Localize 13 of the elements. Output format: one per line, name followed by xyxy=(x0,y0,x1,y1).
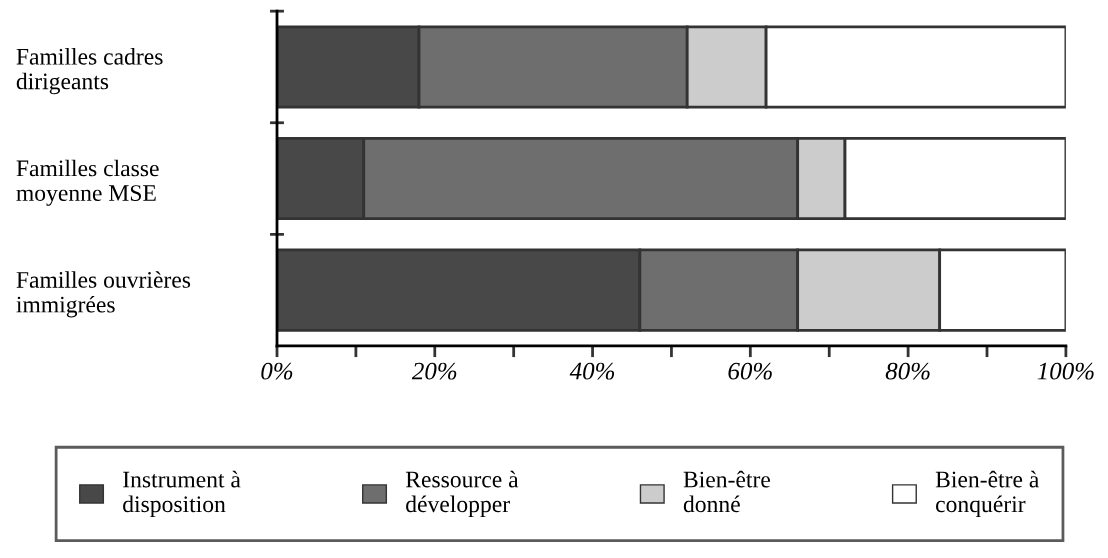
legend-label: Bien-être à conquérir xyxy=(935,470,1040,517)
legend-label: Ressource à développer xyxy=(405,470,519,517)
y-tick-label: Familles cadres dirigeants xyxy=(16,48,163,95)
legend-label: Instrument à disposition xyxy=(123,470,241,517)
y-tick-label: Familles classe moyenne MSE xyxy=(16,159,159,206)
x-tick-label: 80% xyxy=(885,362,930,380)
x-tick-label: 20% xyxy=(411,362,457,380)
x-tick-label: 40% xyxy=(569,362,615,380)
x-tick-label: 100% xyxy=(1037,362,1094,380)
y-tick-label: Familles ouvrières immigrées xyxy=(16,271,191,318)
legend-label: Bien-être donné xyxy=(683,470,770,513)
x-tick-label: 60% xyxy=(728,362,772,380)
x-tick-label: 0% xyxy=(261,362,293,380)
